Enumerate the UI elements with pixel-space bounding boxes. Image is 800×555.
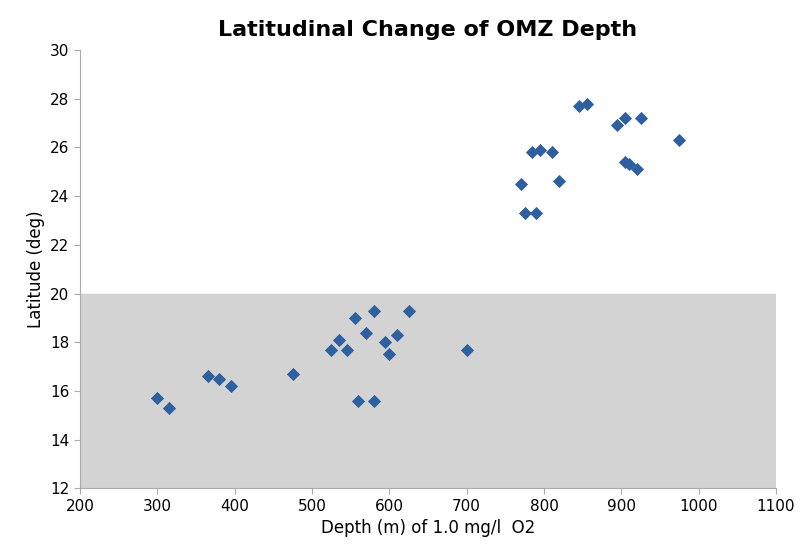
Point bbox=[390, 330, 403, 339]
Point bbox=[402, 306, 415, 315]
Point bbox=[514, 179, 527, 188]
Point bbox=[360, 328, 373, 337]
Point bbox=[534, 145, 546, 154]
Point bbox=[213, 374, 226, 383]
Point bbox=[553, 177, 566, 186]
Point bbox=[526, 148, 539, 157]
Title: Latitudinal Change of OMZ Depth: Latitudinal Change of OMZ Depth bbox=[218, 20, 638, 40]
Point bbox=[151, 394, 164, 403]
Point bbox=[530, 209, 542, 218]
Point bbox=[352, 396, 365, 405]
Point bbox=[619, 158, 632, 166]
Point bbox=[634, 114, 647, 123]
Point bbox=[367, 396, 380, 405]
Point bbox=[546, 148, 558, 157]
Point bbox=[379, 338, 392, 347]
Bar bbox=[80, 294, 776, 488]
Point bbox=[383, 350, 396, 359]
Point bbox=[580, 99, 593, 108]
Point bbox=[460, 345, 473, 354]
Point bbox=[333, 335, 346, 344]
Point bbox=[224, 382, 237, 391]
Point bbox=[611, 121, 624, 130]
Point bbox=[162, 403, 175, 412]
Point bbox=[325, 345, 338, 354]
Point bbox=[367, 306, 380, 315]
Point bbox=[619, 114, 632, 123]
Point bbox=[673, 135, 686, 144]
Point bbox=[286, 370, 299, 379]
Point bbox=[340, 345, 353, 354]
Point bbox=[630, 165, 643, 174]
Point bbox=[573, 102, 586, 110]
Point bbox=[518, 209, 531, 218]
X-axis label: Depth (m) of 1.0 mg/l  O2: Depth (m) of 1.0 mg/l O2 bbox=[321, 519, 535, 537]
Point bbox=[622, 160, 635, 169]
Point bbox=[348, 314, 361, 322]
Y-axis label: Latitude (deg): Latitude (deg) bbox=[26, 210, 45, 328]
Point bbox=[202, 372, 214, 381]
